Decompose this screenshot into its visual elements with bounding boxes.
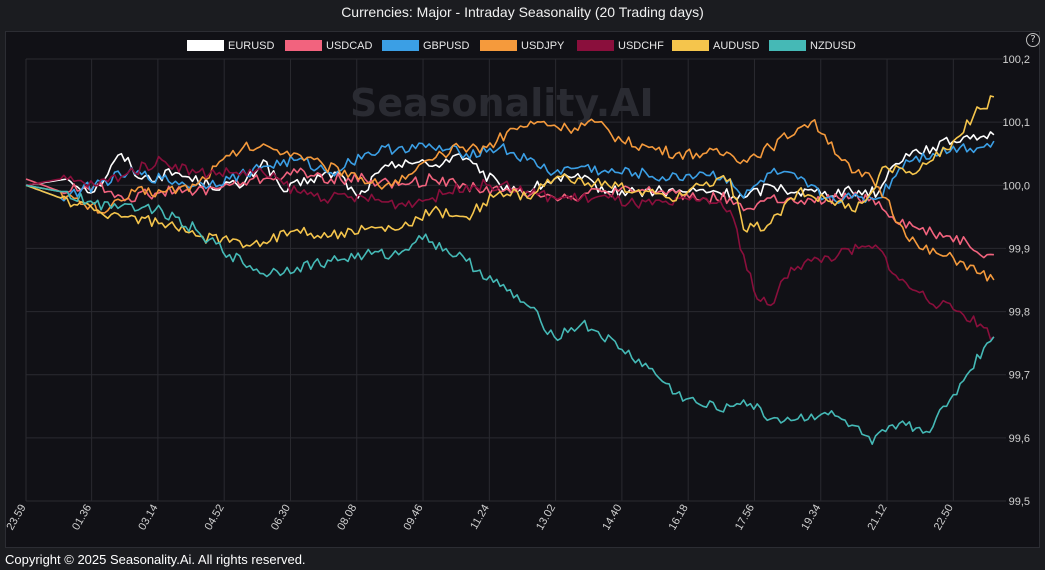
x-tick-label: 03.14	[136, 503, 160, 533]
x-tick-label: 16.18	[667, 503, 691, 533]
series-lines	[25, 95, 995, 445]
y-tick-label: 99,9	[1009, 243, 1030, 255]
x-axis: 23.59 01.36 03.14 04.52 06.30 08.08 09.46 11.24…	[4, 503, 955, 533]
y-tick-label: 100,1	[1002, 117, 1030, 129]
y-axis: 99,5 99,6 99,7 99,8 99,9 100,0 100,1 100,2	[1002, 54, 1030, 508]
x-tick-label: 23.59	[4, 503, 28, 533]
series-line-audusd[interactable]	[25, 95, 995, 249]
series-line-usdjpy[interactable]	[25, 118, 995, 282]
y-tick-label: 100,0	[1002, 180, 1030, 192]
watermark: Seasonality.AI	[350, 81, 654, 125]
legend-swatch-usdchf[interactable]	[577, 40, 614, 51]
y-tick-label: 99,6	[1009, 433, 1030, 445]
legend-label-usdchf[interactable]: USDCHF	[618, 40, 664, 52]
legend-label-usdcad[interactable]: USDCAD	[326, 40, 373, 52]
legend-swatch-usdcad[interactable]	[285, 40, 322, 51]
x-tick-label: 06.30	[269, 503, 293, 533]
legend-label-audusd[interactable]: AUDUSD	[713, 40, 760, 52]
legend-swatch-nzdusd[interactable]	[769, 40, 806, 51]
x-tick-label: 13.02	[534, 503, 558, 533]
x-tick-label: 09.46	[401, 503, 425, 533]
copyright-text: Copyright © 2025 Seasonality.Ai. All rig…	[5, 552, 306, 567]
legend-label-gbpusd[interactable]: GBPUSD	[423, 40, 470, 52]
series-line-usdchf[interactable]	[25, 155, 995, 340]
chart-legend: EURUSD USDCAD GBPUSD USDJPY USDCHF AUDUSD NZDU…	[187, 40, 856, 52]
legend-swatch-audusd[interactable]	[672, 40, 709, 51]
y-tick-label: 99,7	[1009, 370, 1030, 382]
chart-title: Currencies: Major - Intraday Seasonality…	[341, 4, 704, 20]
y-tick-label: 100,2	[1002, 54, 1030, 66]
legend-swatch-usdjpy[interactable]	[480, 40, 517, 51]
x-tick-label: 17.56	[733, 503, 757, 533]
x-tick-label: 14.40	[600, 503, 624, 533]
legend-label-usdjpy[interactable]: USDJPY	[521, 40, 565, 52]
legend-label-eurusd[interactable]: EURUSD	[228, 40, 275, 52]
y-tick-label: 99,5	[1009, 496, 1030, 508]
series-line-gbpusd[interactable]	[25, 140, 995, 204]
x-tick-label: 04.52	[203, 503, 227, 533]
chart-grid	[25, 58, 1006, 502]
series-line-nzdusd[interactable]	[25, 184, 995, 445]
chart-frame	[5, 31, 1040, 548]
y-tick-label: 99,8	[1009, 307, 1030, 319]
x-tick-label: 08.08	[335, 503, 359, 533]
legend-swatch-gbpusd[interactable]	[382, 40, 419, 51]
x-tick-label: 21.12	[865, 503, 889, 533]
legend-label-nzdusd[interactable]: NZDUSD	[810, 40, 856, 52]
x-tick-label: 01.36	[70, 503, 94, 533]
x-tick-label: 11.24	[468, 503, 492, 532]
x-tick-label: 19.34	[799, 503, 823, 533]
x-tick-label: 22.50	[932, 503, 956, 533]
help-icon[interactable]: ?	[1026, 33, 1040, 47]
legend-swatch-eurusd[interactable]	[187, 40, 224, 51]
